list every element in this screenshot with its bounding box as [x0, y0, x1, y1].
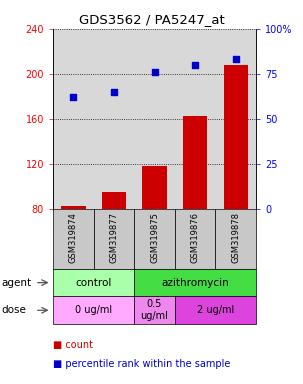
Bar	[61, 206, 85, 209]
Point	[112, 89, 116, 95]
Text: azithromycin: azithromycin	[161, 278, 229, 288]
Bar	[183, 116, 207, 209]
Text: ■ count: ■ count	[53, 340, 93, 350]
Text: 0 ug/ml: 0 ug/ml	[75, 305, 112, 315]
Text: 0.5
ug/ml: 0.5 ug/ml	[141, 300, 168, 321]
Text: GSM319874: GSM319874	[69, 212, 78, 263]
Bar	[102, 192, 126, 209]
Text: agent: agent	[2, 278, 32, 288]
Bar	[224, 65, 248, 209]
Point	[71, 94, 76, 101]
Point	[233, 56, 238, 63]
Text: dose: dose	[2, 305, 26, 315]
Text: GDS3562 / PA5247_at: GDS3562 / PA5247_at	[78, 13, 225, 26]
Text: GSM319878: GSM319878	[231, 212, 240, 263]
Point	[152, 69, 157, 75]
Text: GSM319876: GSM319876	[191, 212, 200, 263]
Text: ■ percentile rank within the sample: ■ percentile rank within the sample	[53, 359, 230, 369]
Text: GSM319877: GSM319877	[109, 212, 118, 263]
Bar	[142, 166, 167, 209]
Text: control: control	[75, 278, 112, 288]
Text: GSM319875: GSM319875	[150, 212, 159, 263]
Text: 2 ug/ml: 2 ug/ml	[197, 305, 234, 315]
Point	[193, 62, 198, 68]
